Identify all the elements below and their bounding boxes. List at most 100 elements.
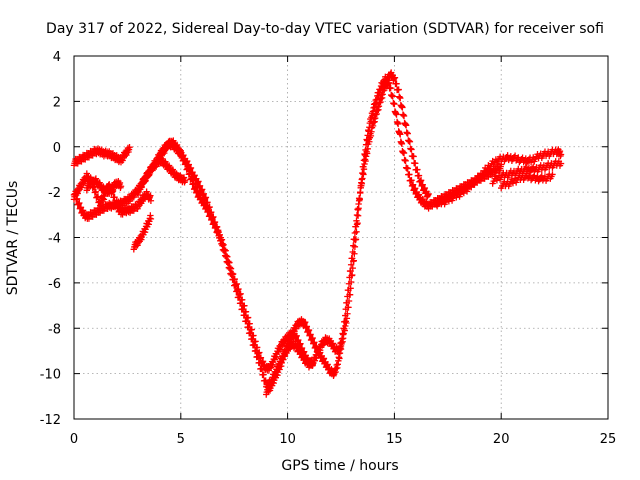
data-point xyxy=(74,195,81,203)
grid-lines xyxy=(74,56,608,419)
data-point xyxy=(404,165,411,172)
data-point xyxy=(341,318,348,326)
data-point xyxy=(184,157,191,165)
data-point xyxy=(293,332,300,339)
data-point xyxy=(549,171,556,178)
data-point xyxy=(237,290,244,297)
data-point xyxy=(206,203,213,211)
data-point xyxy=(399,104,406,111)
x-tick-label: 20 xyxy=(493,432,510,447)
y-tick-label: -12 xyxy=(40,413,61,428)
data-point xyxy=(404,130,411,137)
data-point xyxy=(523,170,531,177)
data-point xyxy=(402,122,410,129)
data-point xyxy=(237,299,245,307)
data-point xyxy=(402,157,409,165)
data-point xyxy=(349,255,356,262)
data-point xyxy=(202,194,210,201)
data-point xyxy=(211,218,219,226)
data-point xyxy=(346,274,353,281)
data-point xyxy=(406,171,413,178)
data-point xyxy=(511,152,519,159)
data-point xyxy=(351,229,359,237)
data-point xyxy=(228,270,236,277)
data-point xyxy=(241,302,248,309)
data-point xyxy=(355,200,362,208)
data-point xyxy=(350,242,357,249)
data-point xyxy=(249,335,256,343)
data-point xyxy=(421,184,429,192)
data-point xyxy=(415,172,423,179)
x-tick-label: 15 xyxy=(386,432,403,447)
data-point xyxy=(248,326,256,333)
data-markers xyxy=(70,69,565,398)
data-point xyxy=(234,288,241,295)
data-point xyxy=(394,120,402,128)
data-point xyxy=(343,299,351,307)
x-tick-label: 5 xyxy=(177,432,185,447)
data-point xyxy=(353,211,361,219)
data-point xyxy=(252,347,260,355)
data-point xyxy=(393,80,400,87)
data-point xyxy=(241,311,249,319)
data-point xyxy=(147,197,155,204)
data-point xyxy=(255,353,262,360)
data-point xyxy=(349,248,356,256)
data-point xyxy=(187,164,195,172)
data-point xyxy=(345,286,352,294)
data-point xyxy=(259,358,267,365)
data-point xyxy=(126,144,133,151)
data-point xyxy=(478,173,486,180)
data-point xyxy=(302,318,309,326)
data-point xyxy=(200,190,207,197)
data-point xyxy=(352,223,360,230)
data-point xyxy=(345,280,353,287)
data-point xyxy=(210,213,217,221)
data-point xyxy=(557,151,565,158)
data-point xyxy=(222,252,230,259)
data-point xyxy=(147,215,155,223)
data-point xyxy=(347,261,355,268)
data-point xyxy=(397,94,404,102)
data-point xyxy=(408,177,415,184)
data-point xyxy=(395,86,402,93)
data-point xyxy=(417,177,425,184)
data-point xyxy=(479,170,487,177)
data-point xyxy=(391,100,398,108)
data-point xyxy=(354,212,362,219)
data-point xyxy=(243,317,251,325)
data-point xyxy=(311,339,318,346)
data-point xyxy=(117,183,125,190)
x-tick-label: 0 xyxy=(70,432,78,447)
data-point xyxy=(313,342,320,350)
data-point xyxy=(410,153,417,160)
data-point xyxy=(247,329,254,337)
data-point xyxy=(351,236,358,243)
data-point xyxy=(475,175,482,183)
data-point xyxy=(344,293,351,300)
data-point xyxy=(342,312,349,319)
data-point xyxy=(307,331,314,338)
data-point xyxy=(387,85,394,92)
x-tick-label: 10 xyxy=(279,432,296,447)
data-point xyxy=(406,138,414,145)
data-point xyxy=(181,177,189,184)
data-point xyxy=(240,305,247,313)
y-tick-label: -6 xyxy=(48,277,61,292)
data-point xyxy=(191,172,198,179)
data-point xyxy=(398,140,406,148)
data-point xyxy=(232,282,240,289)
data-point xyxy=(412,185,419,192)
chart-title: Day 317 of 2022, Sidereal Day-to-day VTE… xyxy=(46,21,604,37)
data-point xyxy=(471,181,478,188)
data-point xyxy=(347,267,354,275)
x-tick-label: 25 xyxy=(600,432,617,447)
data-point xyxy=(419,181,426,188)
data-point xyxy=(251,341,258,349)
y-tick-labels: 4 2 0 -2 -4 -6 -8 -10 -12 xyxy=(40,50,61,428)
data-point xyxy=(76,199,83,207)
data-point xyxy=(400,149,408,157)
data-point xyxy=(393,111,400,118)
data-point xyxy=(260,371,267,378)
